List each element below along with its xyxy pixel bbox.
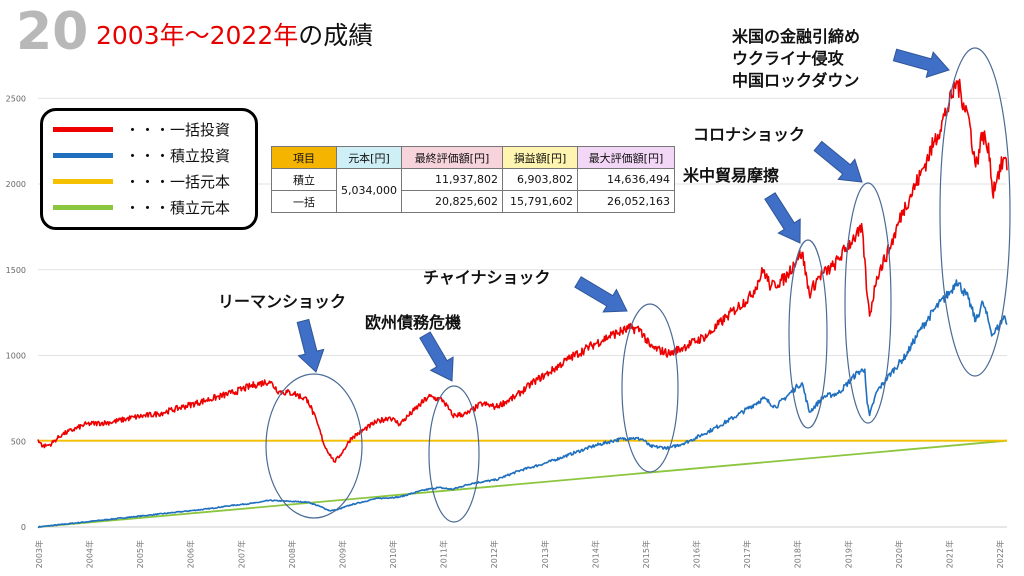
annotation-euro-debt: 欧州債務危機 <box>365 313 461 332</box>
legend-swatch-blue <box>53 153 113 158</box>
legend-label: ・・・積立投資 <box>125 147 231 165</box>
highlight-ellipse-2008 <box>265 373 363 519</box>
annotation-ukraine: ウクライナ侵攻 <box>732 49 845 68</box>
row-principal: 5,034,000 <box>336 168 402 213</box>
page-title: 2003年～2022年の成績 <box>96 20 373 52</box>
x-tick-label: 2015年 <box>641 540 651 568</box>
header-item: 項目 <box>271 146 337 169</box>
x-tick-label: 2005年 <box>135 540 145 568</box>
highlight-ellipse-2011 <box>428 385 480 523</box>
row-profit: 15,791,602 <box>501 190 578 213</box>
x-tick-label: 2012年 <box>489 540 499 568</box>
x-tick-label: 2020年 <box>894 540 904 568</box>
arrow-fed-tightening <box>892 48 950 78</box>
x-tick-label: 2011年 <box>439 540 449 568</box>
slide-number: 20 <box>16 2 89 62</box>
header-max-value: 最大評価額[円] <box>576 146 675 169</box>
x-tick-label: 2017年 <box>742 540 752 568</box>
legend-item-accum-principal: ・・・積立元本 <box>53 195 258 221</box>
arrow-euro-debt <box>419 331 454 382</box>
x-tick-label: 2004年 <box>85 540 95 568</box>
row-profit: 6,903,802 <box>501 168 578 191</box>
table-header-row: 項目 元本[円] 最終評価額[円] 損益額[円] 最大評価額[円] <box>271 146 675 169</box>
row-name: 積立 <box>271 168 337 191</box>
arrow-china-shock <box>574 276 628 313</box>
title-period: 2003年～2022年 <box>96 21 299 50</box>
x-tick-label: 2021年 <box>944 540 954 568</box>
legend-swatch-red <box>53 127 113 132</box>
legend-item-lump-sum: ・・・一括投資 <box>53 117 258 143</box>
header-principal: 元本[円] <box>336 146 402 169</box>
legend: ・・・一括投資 ・・・積立投資 ・・・一括元本 ・・・積立元本 <box>40 108 258 230</box>
x-tick-label: 2006年 <box>186 540 196 568</box>
legend-label: ・・・積立元本 <box>125 199 231 217</box>
highlight-ellipse-2015 <box>621 303 679 473</box>
y-tick-label: 500 <box>11 437 26 446</box>
annotation-fed-tightening: 米国の金融引締め <box>732 27 860 46</box>
legend-label: ・・・一括元本 <box>125 173 231 191</box>
y-tick-label: 1500 <box>6 266 26 275</box>
annotation-trade-war: 米中貿易摩擦 <box>683 166 779 185</box>
row-max: 14,636,494 <box>576 168 675 191</box>
highlight-ellipse-2020 <box>844 182 892 424</box>
legend-item-accumulation: ・・・積立投資 <box>53 143 258 169</box>
y-tick-label: 1000 <box>6 352 26 361</box>
annotation-china-shock: チャイナショック <box>423 268 551 287</box>
annotation-china-lockdown: 中国ロックダウン <box>732 71 859 90</box>
series-line-accum-principal <box>37 439 1008 528</box>
y-tick-label: 0 <box>21 523 26 532</box>
title-suffix: の成績 <box>298 21 374 50</box>
legend-label: ・・・一括投資 <box>125 121 231 139</box>
highlight-ellipse-2018 <box>788 239 828 429</box>
x-tick-label: 2008年 <box>287 540 297 568</box>
y-tick-label: 2000 <box>6 180 26 189</box>
x-tick-label: 2016年 <box>692 540 702 568</box>
row-max: 26,052,163 <box>576 190 675 213</box>
header-profit: 損益額[円] <box>501 146 578 169</box>
x-tick-label: 2014年 <box>590 540 600 568</box>
y-tick-label: 2500 <box>6 94 26 103</box>
legend-swatch-yellow <box>53 179 113 184</box>
header-final-value: 最終評価額[円] <box>400 146 503 169</box>
table-row: 一括 20,825,602 15,791,602 26,052,163 <box>271 190 675 213</box>
x-tick-label: 2019年 <box>843 540 853 568</box>
series-line-lump-sum <box>37 78 1008 463</box>
x-tick-label: 2007年 <box>236 540 246 568</box>
arrow-trade-war <box>764 192 801 244</box>
row-final: 20,825,602 <box>400 190 503 213</box>
x-tick-label: 2022年 <box>995 540 1005 568</box>
annotation-corona: コロナショック <box>693 125 805 144</box>
legend-item-lump-principal: ・・・一括元本 <box>53 169 258 195</box>
x-tick-label: 2010年 <box>388 540 398 568</box>
x-tick-label: 2003年 <box>34 540 44 568</box>
series-line-accumulation <box>37 279 1008 529</box>
row-name: 一括 <box>271 190 337 213</box>
x-tick-label: 2018年 <box>793 540 803 568</box>
arrow-lehman <box>296 318 325 373</box>
table-row: 積立 5,034,000 11,937,802 6,903,802 14,636… <box>271 168 675 213</box>
row-final: 11,937,802 <box>400 168 503 191</box>
results-table: 項目 元本[円] 最終評価額[円] 損益額[円] 最大評価額[円] 積立 5,0… <box>271 146 675 213</box>
arrow-corona <box>813 140 863 183</box>
highlight-ellipse-2022 <box>939 47 1011 377</box>
x-tick-label: 2013年 <box>540 540 550 568</box>
legend-swatch-green <box>53 205 113 210</box>
x-tick-label: 2009年 <box>337 540 347 568</box>
annotation-lehman: リーマンショック <box>218 292 346 311</box>
